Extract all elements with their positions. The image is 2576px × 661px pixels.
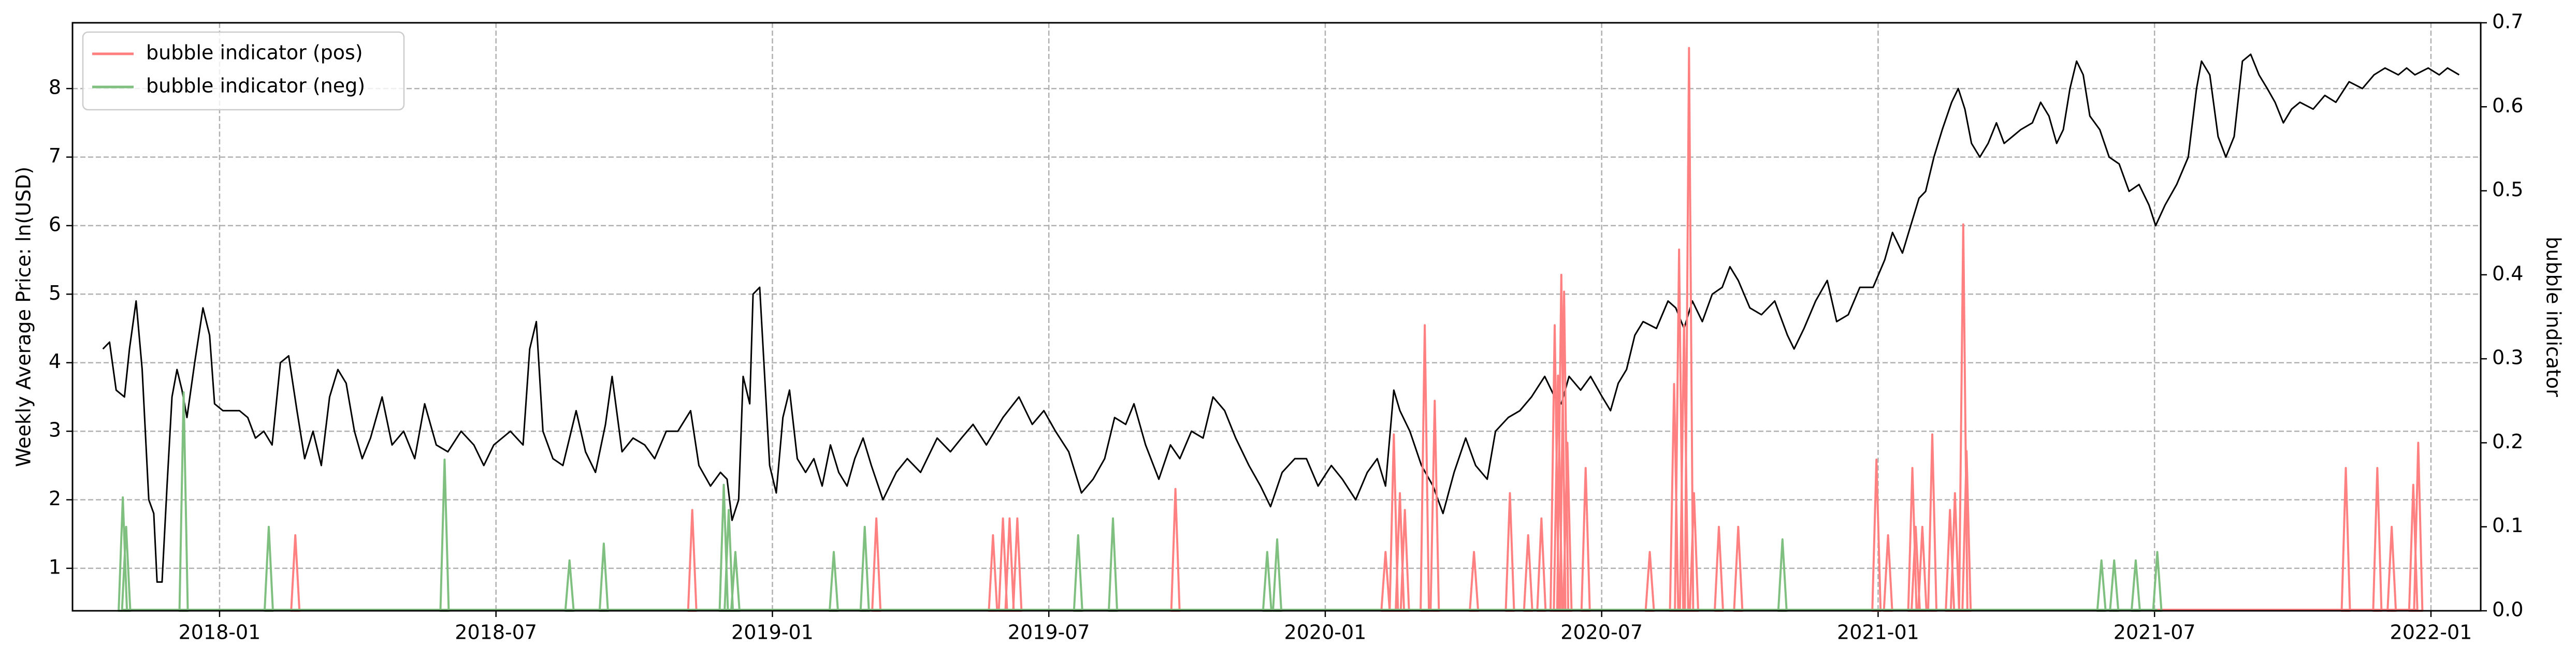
- y-axis-label: Weekly Average Price: ln(USD): [12, 167, 35, 467]
- x-tick-label: 2020-01: [1284, 621, 1367, 644]
- y-tick-label: 2: [49, 487, 61, 510]
- price-line: [102, 53, 2460, 583]
- x-tick-label: 2019-01: [731, 621, 814, 644]
- legend-label: bubble indicator (pos): [146, 41, 363, 64]
- plot-frame: [71, 22, 2482, 612]
- x-tick-label: 2021-07: [2114, 621, 2196, 644]
- y2-tick-label: 0.1: [2492, 514, 2523, 537]
- y2-tick-label: 0.3: [2492, 346, 2523, 369]
- y2-axis-label: bubble indicator: [2542, 237, 2565, 397]
- y2-tick-label: 0.7: [2492, 10, 2523, 33]
- y-tick-label: 4: [49, 350, 61, 373]
- y-tick-label: 8: [49, 76, 61, 99]
- y-tick-label: 6: [49, 213, 61, 236]
- y2-tick-label: 0.5: [2492, 178, 2523, 201]
- y-tick-label: 7: [49, 144, 61, 167]
- x-tick-label: 2018-01: [179, 621, 261, 644]
- legend: bubble indicator (pos) bubble indicator (…: [82, 31, 405, 111]
- legend-frame: [82, 31, 405, 111]
- x-tick-label: 2018-07: [455, 621, 537, 644]
- y2-tick-label: 0.0: [2492, 598, 2523, 621]
- y-tick-label: 1: [49, 555, 61, 578]
- y2-tick-label: 0.2: [2492, 430, 2523, 453]
- x-tick-label: 2019-07: [1008, 621, 1090, 644]
- x-tick-label: 2022-01: [2390, 621, 2472, 644]
- y-tick-label: 5: [49, 282, 61, 304]
- y2-tick-label: 0.6: [2492, 94, 2523, 117]
- x-tick-label: 2021-01: [1837, 621, 1919, 644]
- y-tick-label: 3: [49, 419, 61, 442]
- y2-tick-label: 0.4: [2492, 262, 2523, 285]
- legend-label: bubble indicator (neg): [146, 75, 365, 97]
- x-tick-label: 2020-07: [1560, 621, 1643, 644]
